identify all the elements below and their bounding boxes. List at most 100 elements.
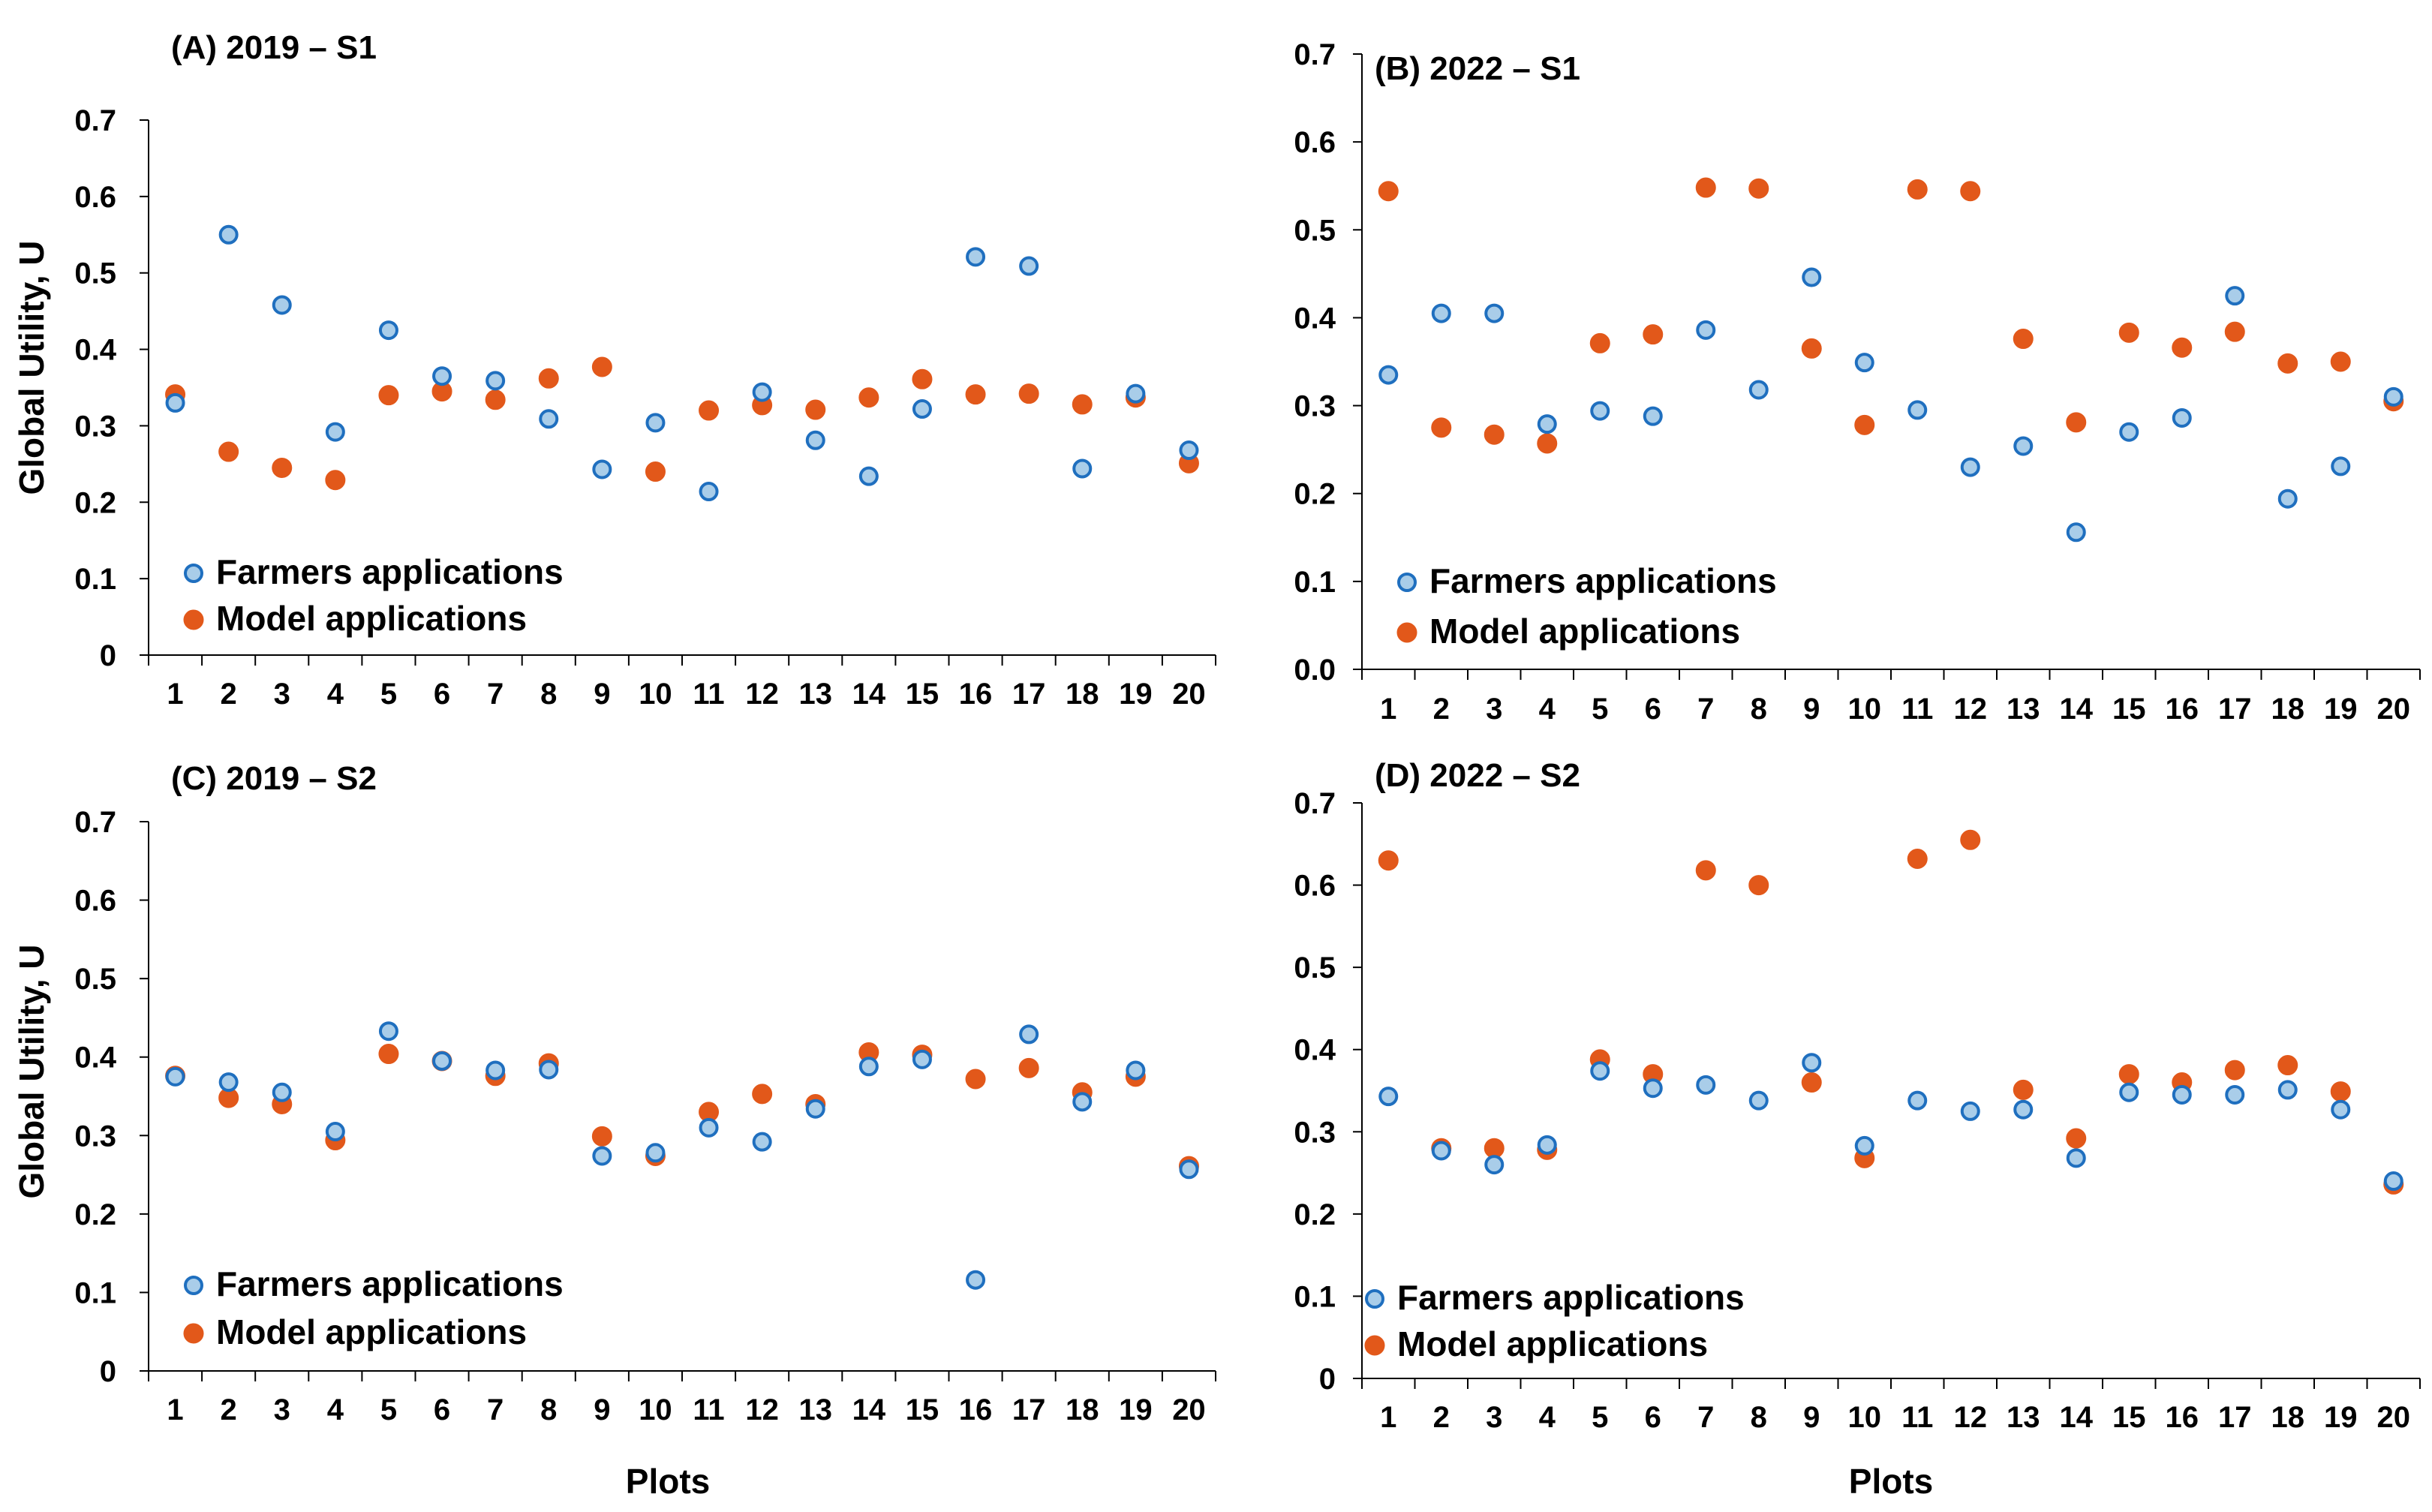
panel-4-farmers-point (1537, 1135, 1557, 1155)
panel-2-farmers-point (2119, 422, 2139, 442)
panel-4-model-point (2118, 1064, 2139, 1085)
panel-4-x-tick-label: 18 (2271, 1401, 2305, 1434)
panel-2-farmers-point (2277, 488, 2298, 509)
panel-1-y-tick-label: 0.7 (74, 104, 116, 137)
panel-2-legend-model-label: Model applications (1429, 612, 1740, 651)
panel-1-legend-model-label: Model applications (216, 599, 527, 638)
panel-1-y-tick-label: 0.1 (74, 563, 116, 596)
panel-1-model-point (912, 368, 933, 389)
panel-1-x-tick-label: 14 (852, 678, 886, 711)
panel-1-model-point (858, 387, 879, 408)
panel-4-farmers-point (1378, 1087, 1399, 1107)
panel-3-x-tick-label: 2 (221, 1393, 237, 1426)
panel-2-x-tick-label: 10 (1848, 693, 1882, 726)
panel-2-x-tick-label: 4 (1539, 693, 1556, 726)
panel-1-farmers-point (272, 295, 292, 315)
panel-1-x-tick-label: 15 (906, 678, 939, 711)
panel-2-y-tick-label: 0.2 (1294, 478, 1336, 511)
panel-3-farmers-point (165, 1066, 185, 1087)
panel-3-x-tick-label: 14 (852, 1393, 886, 1426)
panel-2-x-tick-label: 17 (2218, 693, 2252, 726)
panel-2-farmers-point (2225, 286, 2245, 306)
panel-4-model-point (1378, 850, 1399, 871)
panel-1-model-point (1072, 394, 1093, 415)
panel-1-model-point (538, 368, 559, 389)
panel-3-x-tick-label: 18 (1066, 1393, 1099, 1426)
panel-1-farmers-point (752, 382, 772, 402)
panel-2-farmers-point (1696, 320, 1716, 340)
panel-1-farmers-point (165, 392, 185, 413)
panel-3-farmers-point (805, 1099, 825, 1119)
panel-4-farmers-point (2331, 1099, 2351, 1120)
panel-1-x-tick-label: 3 (274, 678, 290, 711)
panel-2-y-tick-label: 0.5 (1294, 214, 1336, 247)
panel-2-farmers-point (2383, 386, 2403, 407)
panel-3-x-tick-label: 3 (274, 1393, 290, 1426)
panel-2-y-tick-label: 0.0 (1294, 654, 1336, 687)
panel-2-model-point (1854, 414, 1875, 435)
panel-3-y-tick-label: 0.1 (74, 1276, 116, 1309)
panel-2-x-tick-label: 16 (2166, 693, 2199, 726)
panel-4-farmers-point (2119, 1082, 2139, 1102)
panel-2-x-tick-label: 14 (2060, 693, 2094, 726)
panel-2-y-tick-label: 0.3 (1294, 390, 1336, 423)
x-axis-label-right: Plots (1849, 1462, 1933, 1501)
panel-2-x-tick-label: 19 (2324, 693, 2358, 726)
panel-1-farmers-point (912, 399, 932, 419)
panel-4-y-tick-label: 0.2 (1294, 1198, 1336, 1231)
panel-1-farmers-point (966, 247, 986, 267)
panel-4-model-point (1695, 860, 1716, 881)
panel-3-legend-farmers-marker (184, 1276, 203, 1295)
panel-3-model-point (965, 1069, 986, 1090)
panel-2-farmers-point (2172, 407, 2192, 428)
panel-4-farmers-point (2066, 1148, 2086, 1168)
panel-4-farmers-point (2172, 1084, 2192, 1105)
panel-4-x-tick-label: 1 (1380, 1401, 1396, 1434)
panel-2-model-point (2172, 337, 2193, 358)
panel-2-x-tick-label: 18 (2271, 693, 2305, 726)
panel-3-model-point (378, 1044, 399, 1065)
panel-2-farmers-point (2013, 436, 2034, 456)
panel-4-model-point (1748, 875, 1769, 896)
panel-3-model-point (591, 1126, 612, 1147)
panel-2-farmers-point (1378, 365, 1399, 385)
panel-4-y-tick-label: 0.5 (1294, 951, 1336, 984)
panel-3-x-tick-label: 1 (167, 1393, 183, 1426)
panel-2-y-tick-label: 0.7 (1294, 38, 1336, 71)
panel-2-model-point (1960, 181, 1981, 202)
panel-4-farmers-point (2277, 1080, 2298, 1100)
panel-3-farmers-point (378, 1021, 398, 1042)
panel-1-x-tick-label: 6 (434, 678, 450, 711)
panel-1-x-tick-label: 18 (1066, 678, 1099, 711)
panel-4-x-tick-label: 3 (1486, 1401, 1502, 1434)
y-axis-label-bottom: Global Utility, U (12, 944, 51, 1198)
panel-2-model-point (2330, 351, 2351, 372)
x-axis-label-left: Plots (626, 1462, 710, 1501)
panel-4-x-tick-label: 8 (1751, 1401, 1767, 1434)
panel-3-x-tick-label: 12 (745, 1393, 779, 1426)
panel-4-y-tick-label: 0.6 (1294, 870, 1336, 903)
panel-4-x-tick-label: 14 (2060, 1401, 2094, 1434)
panel-2-x-tick-label: 12 (1954, 693, 1988, 726)
panel-1-x-tick-label: 4 (327, 678, 344, 711)
panel-2-y-tick-label: 0.1 (1294, 566, 1336, 599)
panel-3-farmers-point (1072, 1092, 1093, 1112)
panel-2-farmers-point (2331, 456, 2351, 476)
panel-3-farmers-point (218, 1072, 239, 1093)
panel-4-x-tick-label: 16 (2166, 1401, 2199, 1434)
panel-4-farmers-point (1431, 1141, 1451, 1161)
panel-4-x-tick-label: 17 (2218, 1401, 2252, 1434)
panel-4-farmers-point (1802, 1053, 1822, 1073)
panel-3-x-tick-label: 4 (327, 1393, 344, 1426)
panel-2-y-tick-label: 0.6 (1294, 126, 1336, 159)
panel-4-x-tick-label: 2 (1433, 1401, 1450, 1434)
panel-4-y-tick-label: 0.4 (1294, 1034, 1336, 1067)
panel-2-x-tick-label: 3 (1486, 693, 1502, 726)
panel-1-model-point (805, 399, 826, 420)
panel-2-x-tick-label: 1 (1380, 693, 1396, 726)
panel-2-farmers-point (1590, 401, 1610, 421)
panel-1-model-point (591, 356, 612, 377)
panel-2-model-point (1537, 433, 1558, 454)
panel-4-x-tick-label: 5 (1592, 1401, 1608, 1434)
